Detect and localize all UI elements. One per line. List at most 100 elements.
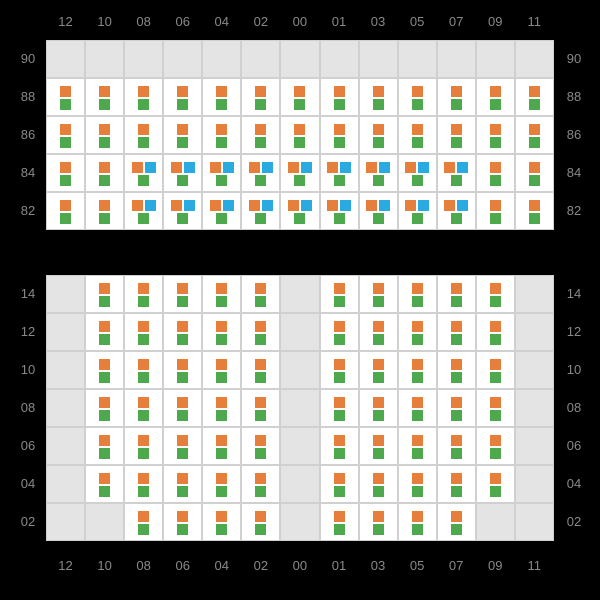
seat-cell[interactable] [359, 465, 398, 503]
seat-cell[interactable] [437, 389, 476, 427]
seat-cell[interactable] [359, 351, 398, 389]
seat-cell[interactable] [437, 427, 476, 465]
seat-cell[interactable] [476, 351, 515, 389]
seat-cell[interactable] [124, 465, 163, 503]
seat-cell[interactable] [359, 427, 398, 465]
seat-cell[interactable] [85, 78, 124, 116]
seat-cell[interactable] [398, 313, 437, 351]
seat-cell[interactable] [241, 427, 280, 465]
seat-cell[interactable] [398, 351, 437, 389]
seat-cell[interactable] [320, 116, 359, 154]
seat-cell[interactable] [515, 192, 554, 230]
seat-cell[interactable] [398, 275, 437, 313]
seat-cell[interactable] [476, 192, 515, 230]
seat-cell[interactable] [124, 116, 163, 154]
seat-cell[interactable] [359, 154, 398, 192]
seat-cell[interactable] [124, 351, 163, 389]
seat-cell[interactable] [320, 389, 359, 427]
seat-cell[interactable] [46, 78, 85, 116]
seat-cell[interactable] [124, 313, 163, 351]
seat-cell[interactable] [280, 78, 319, 116]
seat-cell[interactable] [85, 427, 124, 465]
seat-cell[interactable] [437, 78, 476, 116]
seat-cell[interactable] [476, 465, 515, 503]
seat-cell[interactable] [398, 465, 437, 503]
seat-cell[interactable] [359, 275, 398, 313]
seat-cell[interactable] [85, 465, 124, 503]
seat-cell[interactable] [476, 313, 515, 351]
seat-cell[interactable] [515, 116, 554, 154]
seat-cell[interactable] [476, 116, 515, 154]
seat-cell[interactable] [124, 154, 163, 192]
seat-cell[interactable] [202, 275, 241, 313]
seat-cell[interactable] [476, 389, 515, 427]
seat-cell[interactable] [163, 154, 202, 192]
seat-cell[interactable] [85, 192, 124, 230]
seat-cell[interactable] [163, 427, 202, 465]
seat-cell[interactable] [85, 275, 124, 313]
seat-cell[interactable] [398, 192, 437, 230]
seat-cell[interactable] [359, 78, 398, 116]
seat-cell[interactable] [124, 275, 163, 313]
seat-cell[interactable] [85, 116, 124, 154]
seat-cell[interactable] [515, 78, 554, 116]
seat-cell[interactable] [398, 154, 437, 192]
seat-cell[interactable] [476, 154, 515, 192]
seat-cell[interactable] [202, 351, 241, 389]
seat-cell[interactable] [437, 154, 476, 192]
seat-cell[interactable] [359, 116, 398, 154]
seat-cell[interactable] [359, 503, 398, 541]
seat-cell[interactable] [398, 78, 437, 116]
seat-cell[interactable] [163, 351, 202, 389]
seat-cell[interactable] [280, 154, 319, 192]
seat-cell[interactable] [241, 503, 280, 541]
seat-cell[interactable] [46, 192, 85, 230]
seat-cell[interactable] [359, 389, 398, 427]
seat-cell[interactable] [437, 351, 476, 389]
seat-cell[interactable] [163, 313, 202, 351]
seat-cell[interactable] [202, 78, 241, 116]
seat-cell[interactable] [437, 192, 476, 230]
seat-cell[interactable] [320, 427, 359, 465]
seat-cell[interactable] [437, 313, 476, 351]
seat-cell[interactable] [280, 116, 319, 154]
seat-cell[interactable] [163, 78, 202, 116]
seat-cell[interactable] [398, 116, 437, 154]
seat-cell[interactable] [241, 275, 280, 313]
seat-cell[interactable] [241, 192, 280, 230]
seat-cell[interactable] [320, 503, 359, 541]
seat-cell[interactable] [320, 154, 359, 192]
seat-cell[interactable] [359, 313, 398, 351]
seat-cell[interactable] [241, 154, 280, 192]
seat-cell[interactable] [320, 465, 359, 503]
seat-cell[interactable] [124, 389, 163, 427]
seat-cell[interactable] [124, 427, 163, 465]
seat-cell[interactable] [46, 116, 85, 154]
seat-cell[interactable] [359, 192, 398, 230]
seat-cell[interactable] [320, 351, 359, 389]
seat-cell[interactable] [476, 275, 515, 313]
seat-cell[interactable] [280, 192, 319, 230]
seat-cell[interactable] [398, 427, 437, 465]
seat-cell[interactable] [398, 503, 437, 541]
seat-cell[interactable] [124, 192, 163, 230]
seat-cell[interactable] [320, 78, 359, 116]
seat-cell[interactable] [85, 154, 124, 192]
seat-cell[interactable] [515, 154, 554, 192]
seat-cell[interactable] [163, 389, 202, 427]
seat-cell[interactable] [202, 154, 241, 192]
seat-cell[interactable] [437, 116, 476, 154]
seat-cell[interactable] [85, 313, 124, 351]
seat-cell[interactable] [437, 275, 476, 313]
seat-cell[interactable] [241, 389, 280, 427]
seat-cell[interactable] [46, 154, 85, 192]
seat-cell[interactable] [163, 275, 202, 313]
seat-cell[interactable] [124, 78, 163, 116]
seat-cell[interactable] [320, 313, 359, 351]
seat-cell[interactable] [320, 275, 359, 313]
seat-cell[interactable] [202, 465, 241, 503]
seat-cell[interactable] [398, 389, 437, 427]
seat-cell[interactable] [202, 389, 241, 427]
seat-cell[interactable] [202, 313, 241, 351]
seat-cell[interactable] [163, 503, 202, 541]
